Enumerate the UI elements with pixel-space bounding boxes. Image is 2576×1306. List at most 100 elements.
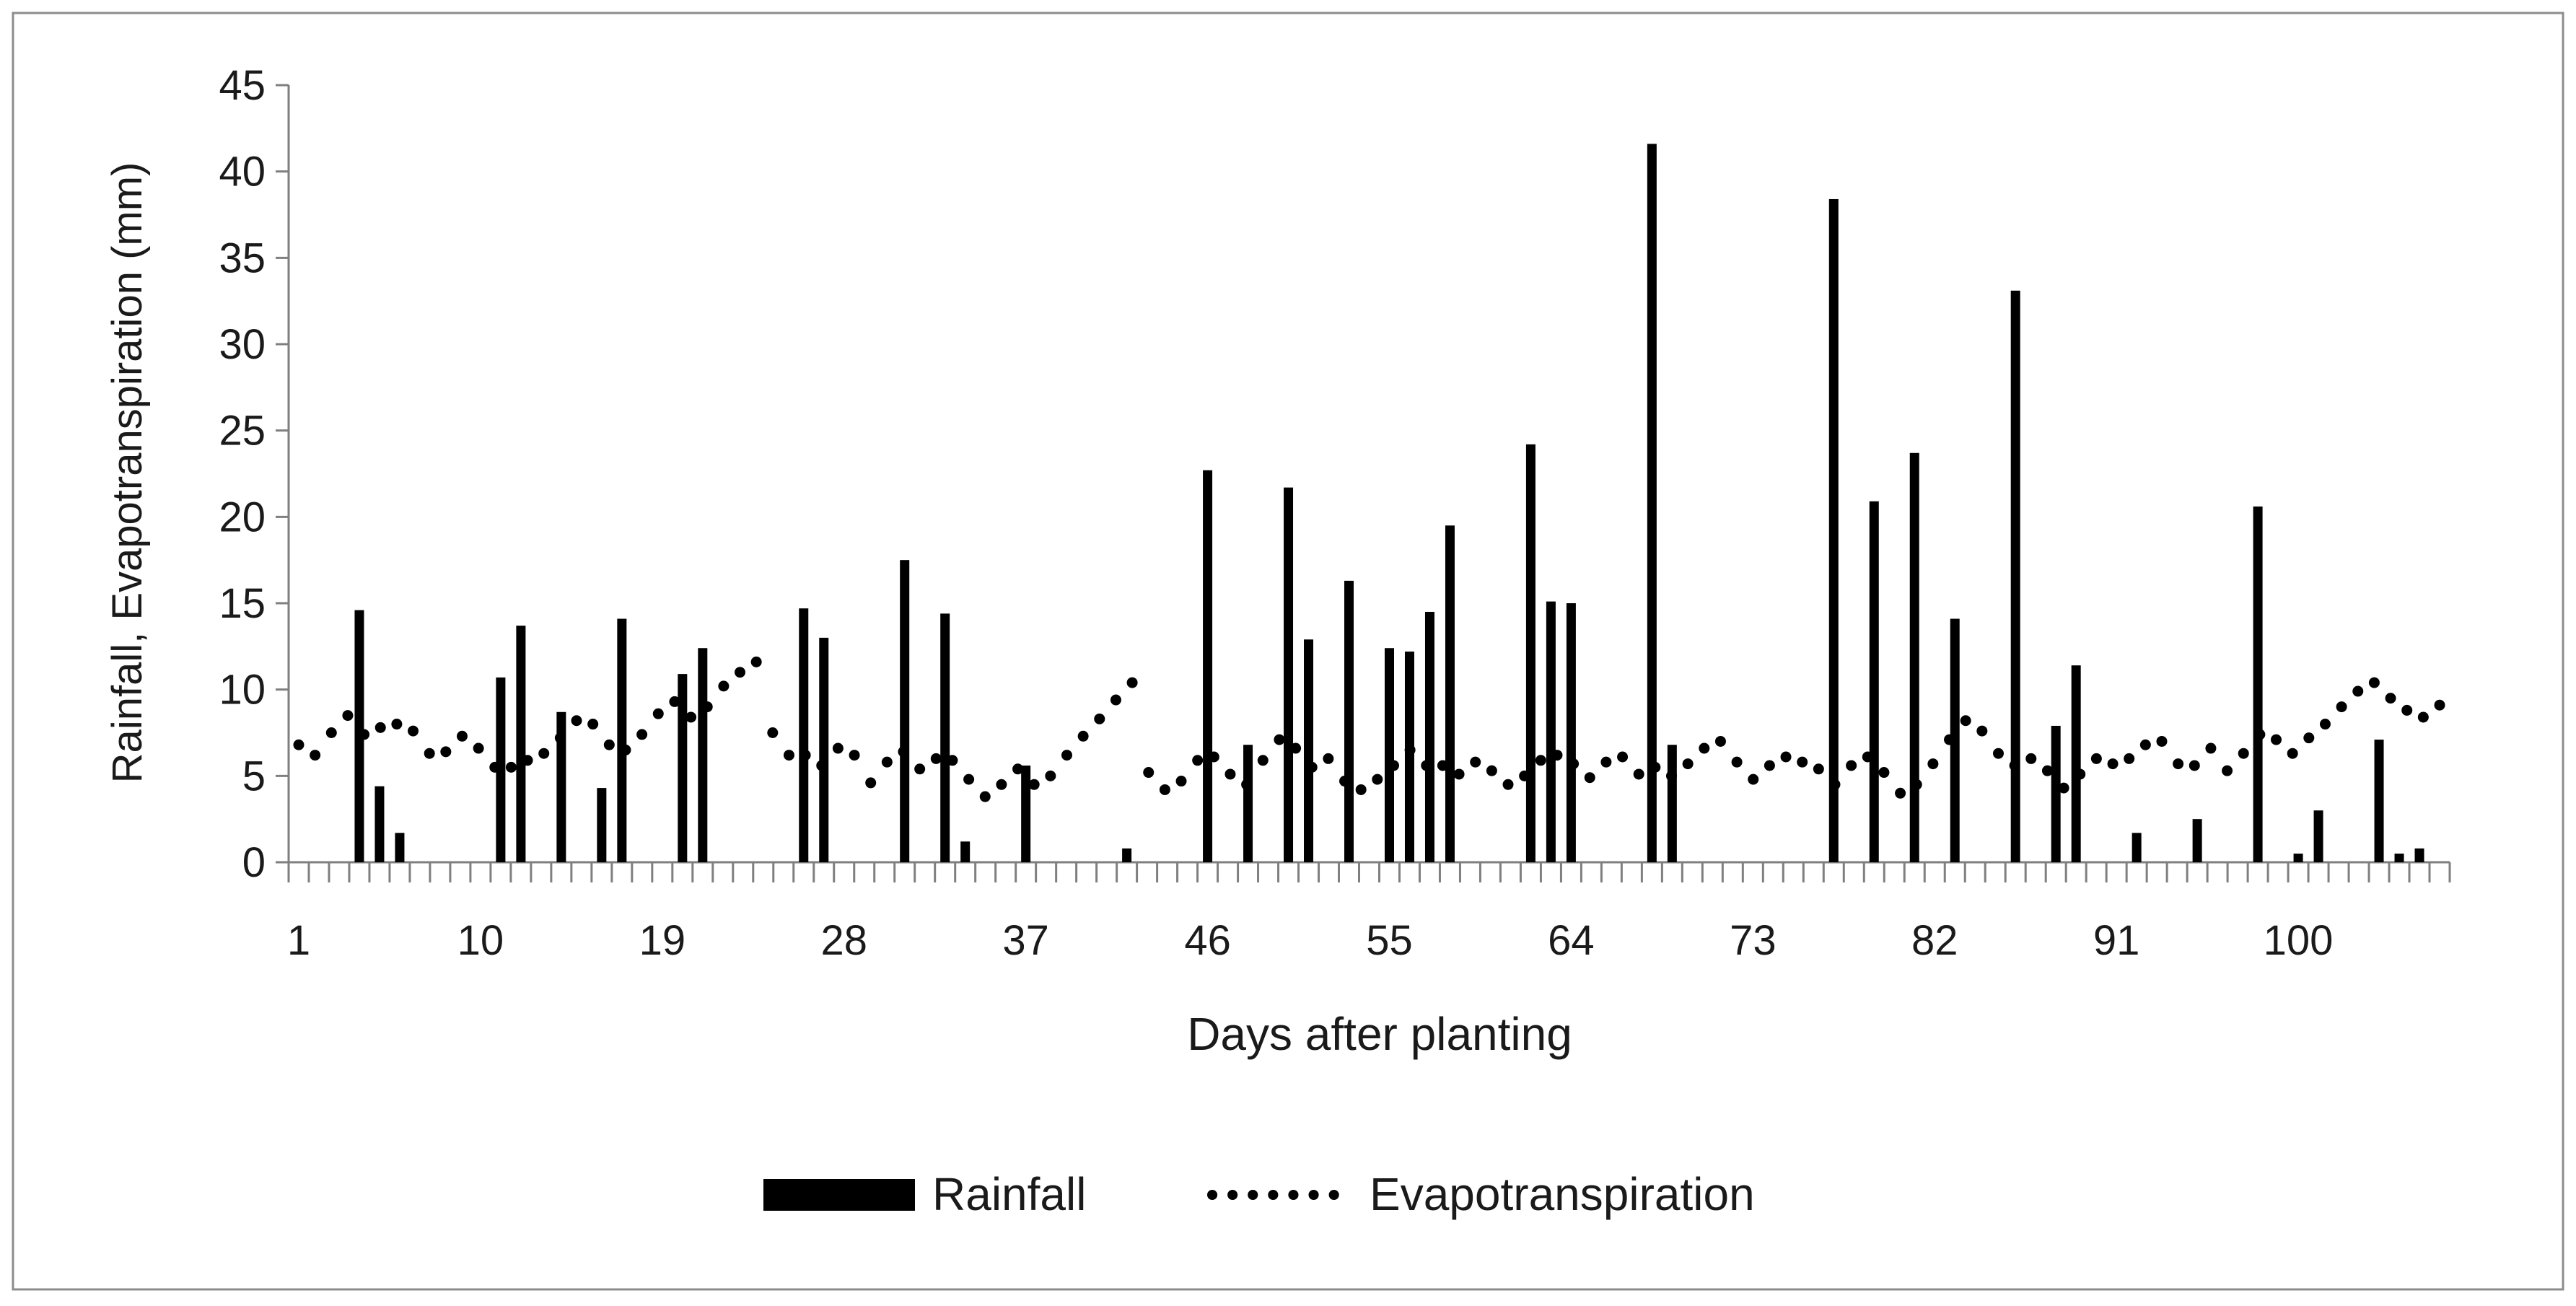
evapotranspiration-point [1306, 761, 1318, 773]
rainfall-bar [678, 674, 688, 862]
evapotranspiration-point [620, 744, 631, 755]
rainfall-bar [2010, 290, 2020, 863]
evapotranspiration-point [2238, 748, 2249, 759]
evapotranspiration-point [1551, 750, 1563, 761]
evapotranspiration-point [963, 773, 975, 785]
evapotranspiration-point [1650, 761, 1661, 773]
y-axis: 0 5 10 15 20 25 30 35 40 45 [219, 62, 290, 886]
x-tick-label: 55 [1366, 917, 1413, 964]
evapotranspiration-point [2401, 704, 2413, 716]
evapotranspiration-point [701, 701, 713, 713]
evapotranspiration-point [767, 727, 779, 738]
evapotranspiration-point [1175, 776, 1187, 787]
evapotranspiration-point [1960, 715, 1971, 727]
evapotranspiration-point [2222, 765, 2233, 776]
evapotranspiration-point [947, 755, 958, 766]
evapotranspiration-point [1094, 713, 1105, 724]
evapotranspiration-point [2124, 753, 2135, 764]
evapotranspiration-point [1927, 758, 1939, 770]
rainfall-bar [2313, 810, 2323, 862]
rainfall-bar [2192, 819, 2202, 862]
rainfall-bar [1122, 848, 1132, 862]
evapotranspiration-point [669, 696, 680, 707]
evapotranspiration-point [1714, 735, 1726, 747]
evapotranspiration-point [2189, 760, 2200, 771]
x-tick-label: 82 [1911, 917, 1958, 964]
legend: Rainfall Evapotranspiration [763, 1168, 1755, 1220]
evapotranspiration-point [914, 763, 926, 775]
evapotranspiration-point [2173, 758, 2184, 770]
evapotranspiration-point [1028, 779, 1040, 790]
evapotranspiration-point [1600, 756, 1612, 768]
rainfall-bar [597, 788, 607, 862]
evapotranspiration-point [473, 742, 484, 754]
rainfall-bar [960, 841, 971, 862]
evapotranspiration-point [1453, 768, 1465, 780]
evapotranspiration-point [2075, 768, 2086, 780]
evapotranspiration-point [571, 715, 582, 727]
y-tick-label: 0 [242, 839, 266, 886]
evapotranspiration-point [2090, 753, 2102, 764]
evapotranspiration-point [1110, 694, 1121, 706]
x-axis: 1 10 19 28 37 46 55 64 73 82 91 100 [287, 861, 2451, 964]
evapotranspiration-point [456, 730, 468, 742]
rainfall-bar [374, 786, 385, 862]
rainfall-bar [2293, 854, 2303, 862]
rainfall-bar [516, 626, 526, 862]
rainfall-bar [698, 648, 708, 862]
rainfall-bar [1424, 611, 1434, 862]
rainfall-bar [1344, 580, 1354, 862]
y-axis-title: Rainfall, Evapotranspiration (mm) [104, 162, 151, 784]
evapotranspiration-series [293, 656, 2445, 802]
rainfall-bar [1404, 652, 1414, 862]
evapotranspiration-point [1437, 760, 1448, 771]
evapotranspiration-point [1731, 756, 1743, 768]
rainfall-bar [2394, 854, 2404, 862]
rainfall-bar [1021, 765, 1031, 862]
evapotranspiration-point [1895, 787, 1906, 799]
evapotranspiration-point [2287, 748, 2298, 759]
evapotranspiration-point [799, 750, 811, 761]
y-tick-label: 30 [219, 321, 266, 368]
evapotranspiration-point [1388, 760, 1399, 771]
evapotranspiration-point [1633, 768, 1644, 780]
x-tick-label: 1 [287, 917, 310, 964]
rainfall-bar [556, 711, 566, 862]
evapotranspiration-point [2352, 685, 2364, 697]
legend-evapotranspiration-label: Evapotranspiration [1370, 1168, 1755, 1220]
evapotranspiration-point [2041, 765, 2053, 776]
evapotranspiration-point [1584, 772, 1595, 784]
evapotranspiration-point [930, 753, 942, 764]
rainfall-bar [1445, 525, 1455, 862]
rainfall-bar [1284, 487, 1294, 862]
evapotranspiration-point [636, 729, 648, 740]
x-tick-label: 64 [1548, 917, 1595, 964]
evapotranspiration-point [342, 710, 354, 722]
evapotranspiration-point [2254, 729, 2266, 740]
evapotranspiration-point [2009, 760, 2020, 771]
evapotranspiration-point [735, 667, 746, 678]
evapotranspiration-point [554, 732, 566, 744]
y-tick-label: 35 [219, 235, 266, 281]
evapotranspiration-point [1878, 767, 1890, 779]
x-tick-label: 10 [457, 917, 504, 964]
y-tick-label: 25 [219, 408, 266, 455]
evapotranspiration-point [489, 761, 501, 773]
evapotranspiration-point [538, 748, 550, 759]
rainfall-bar [1950, 618, 1960, 862]
x-tick-label: 28 [820, 917, 867, 964]
evapotranspiration-point [2319, 719, 2331, 730]
evapotranspiration-point [1077, 730, 1089, 742]
x-tick-label: 91 [2093, 917, 2140, 964]
evapotranspiration-point [1992, 748, 2004, 759]
evapotranspiration-point [424, 748, 435, 759]
legend-rainfall-swatch [763, 1179, 915, 1211]
evapotranspiration-point [1862, 751, 1873, 763]
evapotranspiration-point [2107, 758, 2119, 770]
evapotranspiration-point [1290, 742, 1302, 754]
evapotranspiration-point [1159, 784, 1170, 795]
rainfall-bar [1647, 144, 1657, 862]
evapotranspiration-point [865, 777, 877, 789]
evapotranspiration-point [1404, 744, 1416, 755]
